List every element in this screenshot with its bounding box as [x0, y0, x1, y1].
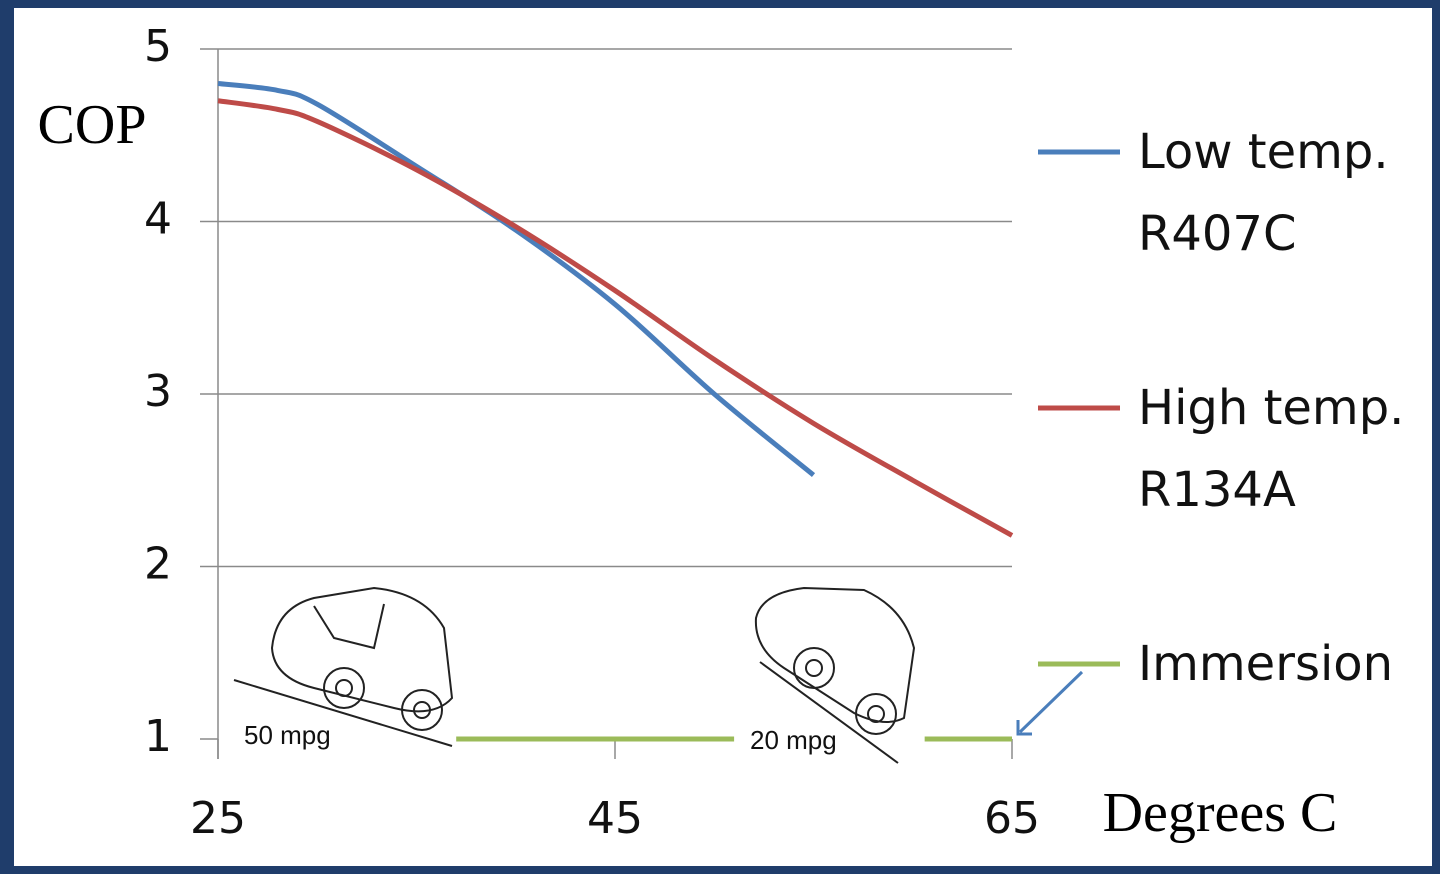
y-tick-label: 2: [144, 539, 172, 590]
legend-label: Immersion: [1138, 623, 1438, 705]
y-tick-label: 1: [144, 711, 172, 762]
annotation: 50 mpg: [244, 720, 331, 750]
series-line: [218, 84, 814, 476]
x-tick-label: 65: [984, 793, 1040, 844]
legend-label: Low temp. R407C: [1138, 111, 1438, 275]
y-tick-label: 4: [144, 194, 172, 245]
x-tick-label: 45: [587, 793, 643, 844]
x-axis-label: Degrees C: [1103, 782, 1338, 844]
x-tick-label: 25: [190, 793, 246, 844]
y-tick-label: 5: [144, 21, 172, 72]
annotation: 20 mpg: [750, 725, 837, 755]
y-tick-label: 3: [144, 366, 172, 417]
arrow: [1018, 672, 1082, 734]
y-axis-label: COP: [38, 94, 147, 156]
page: {"chart_data": {"type": "line", "y_label…: [0, 0, 1440, 874]
legend-label: High temp. R134A: [1138, 367, 1438, 531]
series-line: [218, 101, 1012, 536]
